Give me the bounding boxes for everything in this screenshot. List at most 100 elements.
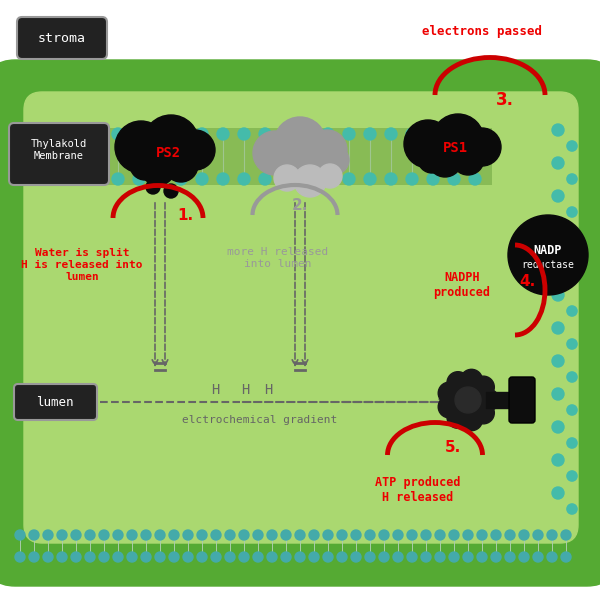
Circle shape — [322, 173, 334, 185]
Circle shape — [343, 173, 355, 185]
Circle shape — [364, 173, 376, 185]
Circle shape — [274, 117, 326, 169]
Text: electrons passed: electrons passed — [422, 25, 542, 38]
Circle shape — [321, 146, 349, 174]
Circle shape — [438, 396, 460, 418]
Circle shape — [175, 173, 187, 185]
Circle shape — [385, 173, 397, 185]
Circle shape — [29, 530, 39, 540]
Circle shape — [183, 530, 193, 540]
Circle shape — [385, 128, 397, 140]
Text: H: H — [211, 383, 219, 397]
Circle shape — [547, 552, 557, 562]
Circle shape — [447, 371, 469, 394]
Text: elctrochemical gradient: elctrochemical gradient — [182, 415, 338, 425]
Circle shape — [463, 530, 473, 540]
Circle shape — [267, 530, 277, 540]
Circle shape — [253, 552, 263, 562]
FancyBboxPatch shape — [14, 384, 97, 420]
Text: NADP: NADP — [534, 244, 562, 257]
Circle shape — [533, 530, 543, 540]
Circle shape — [567, 471, 577, 481]
Text: ATP produced
H released: ATP produced H released — [375, 476, 461, 504]
Circle shape — [154, 128, 166, 140]
Circle shape — [70, 173, 82, 185]
Circle shape — [449, 552, 459, 562]
Text: 4.: 4. — [519, 275, 535, 289]
Circle shape — [552, 421, 564, 433]
Circle shape — [406, 128, 418, 140]
Circle shape — [294, 165, 326, 197]
Circle shape — [141, 530, 151, 540]
Circle shape — [155, 552, 165, 562]
Circle shape — [455, 387, 481, 413]
Circle shape — [449, 530, 459, 540]
Circle shape — [337, 552, 347, 562]
Circle shape — [155, 530, 165, 540]
Text: more H released
into lumen: more H released into lumen — [227, 247, 329, 269]
Text: stroma: stroma — [38, 31, 86, 44]
Circle shape — [567, 141, 577, 151]
Circle shape — [259, 173, 271, 185]
Circle shape — [113, 530, 123, 540]
Text: H: H — [241, 383, 249, 397]
Circle shape — [267, 552, 277, 562]
FancyBboxPatch shape — [9, 123, 109, 185]
Circle shape — [318, 164, 342, 188]
Circle shape — [567, 240, 577, 250]
Circle shape — [407, 552, 417, 562]
Text: PS1: PS1 — [442, 141, 467, 155]
Circle shape — [307, 130, 347, 170]
Text: reductase: reductase — [521, 260, 574, 270]
FancyBboxPatch shape — [0, 60, 600, 586]
Circle shape — [567, 306, 577, 316]
Circle shape — [469, 173, 481, 185]
Circle shape — [175, 130, 215, 170]
Circle shape — [432, 114, 484, 166]
Circle shape — [567, 339, 577, 349]
Circle shape — [127, 552, 137, 562]
Circle shape — [477, 389, 499, 411]
Circle shape — [567, 405, 577, 415]
FancyBboxPatch shape — [17, 17, 107, 59]
Text: 5.: 5. — [445, 440, 461, 455]
Circle shape — [427, 128, 439, 140]
Circle shape — [561, 530, 571, 540]
Circle shape — [57, 552, 67, 562]
Circle shape — [164, 148, 198, 182]
Circle shape — [239, 552, 249, 562]
Circle shape — [197, 552, 207, 562]
Text: 1.: 1. — [177, 208, 193, 223]
Text: Water is split
H is released into
lumen: Water is split H is released into lumen — [21, 248, 143, 281]
Circle shape — [164, 184, 178, 198]
Circle shape — [460, 370, 482, 391]
Circle shape — [280, 173, 292, 185]
Circle shape — [435, 552, 445, 562]
Circle shape — [133, 173, 145, 185]
Circle shape — [301, 173, 313, 185]
Text: 3.: 3. — [496, 91, 514, 109]
Circle shape — [491, 530, 501, 540]
Circle shape — [115, 121, 167, 173]
Circle shape — [238, 128, 250, 140]
Circle shape — [364, 128, 376, 140]
Circle shape — [211, 530, 221, 540]
Circle shape — [43, 552, 53, 562]
Circle shape — [567, 273, 577, 283]
Circle shape — [49, 173, 61, 185]
Circle shape — [404, 120, 452, 168]
Circle shape — [448, 173, 460, 185]
Circle shape — [477, 552, 487, 562]
Circle shape — [91, 173, 103, 185]
Circle shape — [505, 530, 515, 540]
Circle shape — [309, 530, 319, 540]
Circle shape — [57, 530, 67, 540]
Circle shape — [567, 174, 577, 184]
Circle shape — [225, 552, 235, 562]
Circle shape — [281, 530, 291, 540]
Circle shape — [43, 530, 53, 540]
Circle shape — [322, 128, 334, 140]
Circle shape — [393, 552, 403, 562]
Circle shape — [519, 552, 529, 562]
Circle shape — [365, 530, 375, 540]
